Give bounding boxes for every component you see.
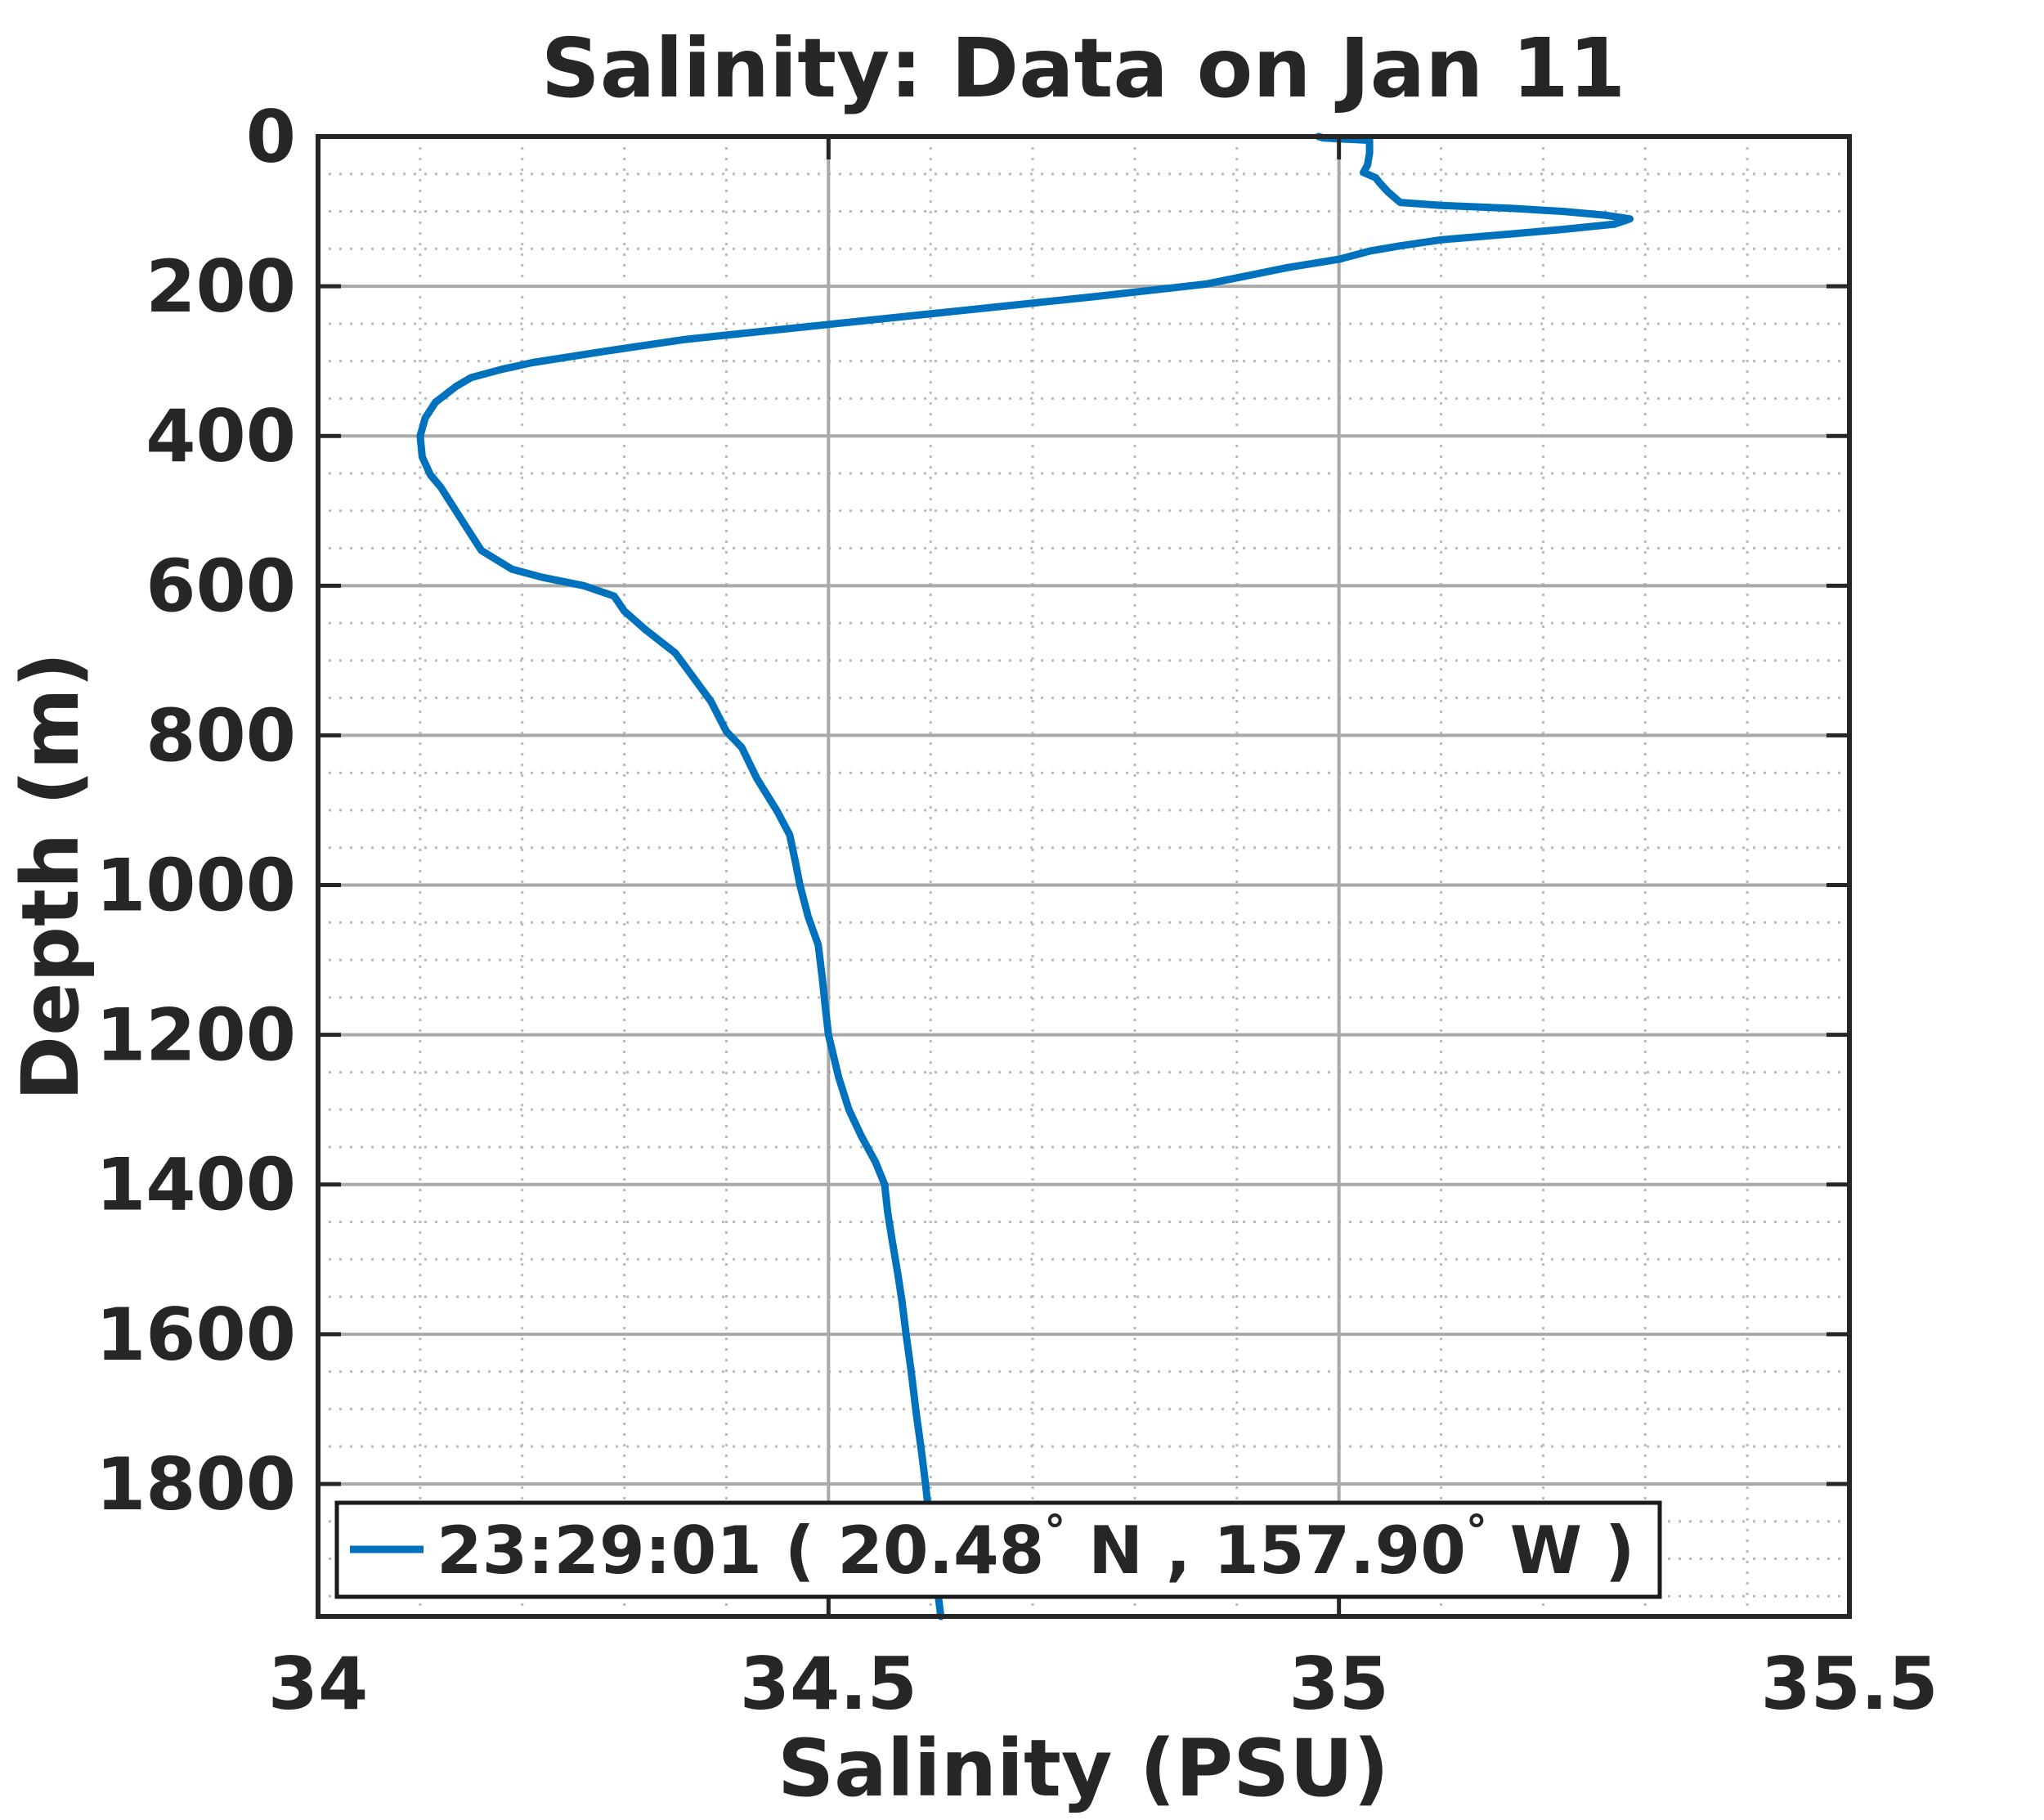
legend-entry-label: 23:29:01 ( 20.48° N , 157.90° W )	[437, 1507, 1634, 1589]
y-tick-label: 800	[146, 693, 296, 778]
legend: 23:29:01 ( 20.48° N , 157.90° W )	[334, 1500, 1662, 1599]
y-tick-label: 1400	[96, 1143, 296, 1227]
y-tick-label: 1800	[96, 1442, 296, 1526]
plot-border	[316, 134, 1852, 1619]
salinity-profile-line	[416, 132, 1634, 1621]
x-tick-label: 35.5	[1760, 1642, 1938, 1726]
major-gridlines	[318, 137, 1849, 1616]
chart-title: Salinity: Data on Jan 11	[541, 20, 1625, 116]
x-tick-label: 34	[268, 1642, 368, 1726]
x-tick-label: 34.5	[740, 1642, 917, 1726]
y-axis-label: Depth (m)	[5, 652, 96, 1101]
y-tick-label: 400	[146, 394, 296, 478]
x-tick-label: 35	[1289, 1642, 1388, 1726]
x-axis-tick-labels: 34 34.5 35 35.5	[268, 1642, 1939, 1726]
data-series-layer	[416, 132, 1634, 1621]
y-tick-label: 0	[246, 95, 296, 179]
axes-box	[316, 134, 1852, 1619]
y-tick-label: 1600	[96, 1293, 296, 1377]
y-tick-label: 600	[146, 544, 296, 628]
x-axis-label: Salinity (PSU)	[778, 1723, 1389, 1814]
y-tick-label: 1000	[96, 844, 296, 928]
legend-box	[334, 1500, 1662, 1599]
axis-tick-marks	[316, 134, 1852, 1616]
y-tick-label: 200	[146, 244, 296, 329]
y-tick-label: 1200	[96, 993, 296, 1078]
y-axis-tick-labels: 0 200 400 600 800 1000 1200 1400 1600 1800	[96, 95, 296, 1526]
